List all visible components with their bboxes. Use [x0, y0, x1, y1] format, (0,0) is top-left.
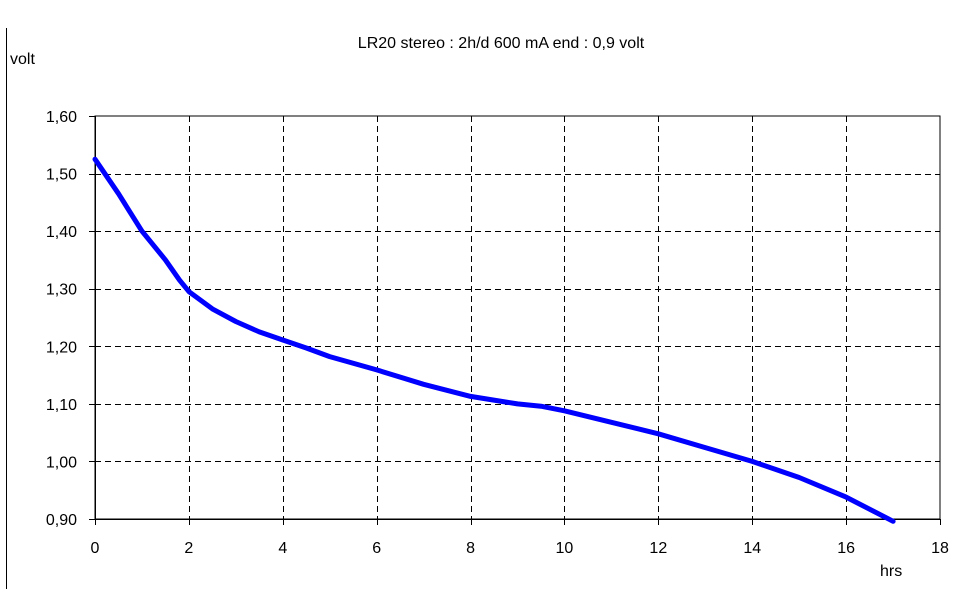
x-tick-label: 10: [556, 540, 574, 557]
plot-area: 0 2 4 6 8 10 12 14 16 18 0,90 1,00 1,10 1,20 1,30 1,40 1…: [46, 109, 949, 557]
x-axis-title: hrs: [880, 563, 902, 580]
x-tick-label: 14: [743, 540, 761, 557]
x-tick-label: 6: [372, 540, 381, 557]
x-tick-label: 18: [931, 540, 949, 557]
x-tick-label: 0: [91, 540, 100, 557]
y-tick-label: 1,30: [46, 282, 77, 299]
plot-frame: [94, 115, 941, 520]
chart-title: LR20 stereo : 2h/d 600 mA end : 0,9 volt: [358, 35, 645, 52]
y-tick-label: 1,40: [46, 224, 77, 241]
x-tick-label: 16: [837, 540, 855, 557]
x-tick-label: 2: [184, 540, 193, 557]
y-tick-label: 0,90: [46, 512, 77, 529]
voltage-series-line: [92, 156, 896, 524]
y-tick-label: 1,50: [46, 167, 77, 184]
x-tick-label: 8: [466, 540, 475, 557]
y-tick-label: 1,60: [46, 109, 77, 126]
x-tick-label: 4: [278, 540, 287, 557]
x-tick-label: 12: [649, 540, 667, 557]
y-tick-label: 1,10: [46, 397, 77, 414]
y-tick-label: 1,20: [46, 339, 77, 356]
y-axis-title: volt: [10, 51, 35, 68]
y-tick-label: 1,00: [46, 454, 77, 471]
